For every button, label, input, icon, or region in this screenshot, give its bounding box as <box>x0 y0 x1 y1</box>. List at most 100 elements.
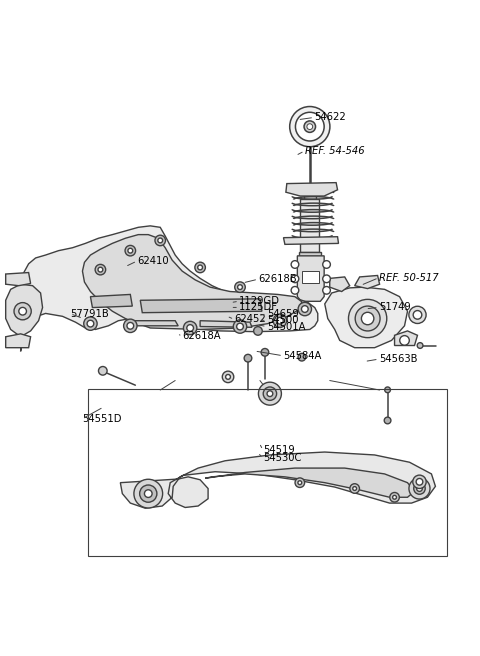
Bar <box>302 272 319 283</box>
Text: 62452: 62452 <box>234 314 266 324</box>
Circle shape <box>127 323 133 329</box>
Circle shape <box>301 306 308 312</box>
Circle shape <box>144 490 152 497</box>
Circle shape <box>323 260 330 268</box>
Circle shape <box>237 323 243 330</box>
Circle shape <box>183 321 197 335</box>
Circle shape <box>350 483 360 493</box>
Circle shape <box>355 306 380 331</box>
Circle shape <box>304 121 315 133</box>
Circle shape <box>409 478 430 499</box>
Polygon shape <box>300 199 319 252</box>
Bar <box>88 389 447 556</box>
Polygon shape <box>83 235 302 329</box>
Text: 54501A: 54501A <box>267 321 305 331</box>
Text: 54551D: 54551D <box>82 414 121 424</box>
Circle shape <box>134 480 163 508</box>
Circle shape <box>384 417 391 424</box>
Circle shape <box>291 275 299 283</box>
Circle shape <box>353 487 357 491</box>
Circle shape <box>417 342 423 348</box>
Circle shape <box>414 483 425 494</box>
Circle shape <box>95 264 106 275</box>
Text: 54530C: 54530C <box>263 453 301 463</box>
Text: REF. 54-546: REF. 54-546 <box>305 146 364 156</box>
Polygon shape <box>284 237 338 245</box>
Polygon shape <box>330 277 350 291</box>
Circle shape <box>253 327 262 335</box>
Text: 54584A: 54584A <box>283 351 322 361</box>
Circle shape <box>361 312 374 325</box>
Circle shape <box>226 375 230 379</box>
Polygon shape <box>355 276 380 289</box>
Circle shape <box>291 287 299 294</box>
Circle shape <box>98 367 107 375</box>
Polygon shape <box>130 321 178 326</box>
Circle shape <box>222 371 234 382</box>
Text: 57791B: 57791B <box>70 308 109 319</box>
Circle shape <box>291 260 299 268</box>
Circle shape <box>307 124 312 129</box>
Circle shape <box>158 238 163 243</box>
Polygon shape <box>90 295 132 308</box>
Circle shape <box>400 336 409 345</box>
Circle shape <box>298 302 312 316</box>
Text: 54622: 54622 <box>314 112 346 123</box>
Polygon shape <box>120 452 435 508</box>
Circle shape <box>128 248 132 253</box>
Circle shape <box>155 236 166 246</box>
Circle shape <box>409 306 426 323</box>
Polygon shape <box>395 331 418 346</box>
Text: 1125DF: 1125DF <box>239 302 278 312</box>
Circle shape <box>417 485 422 491</box>
Circle shape <box>276 318 283 324</box>
Text: 54659: 54659 <box>267 308 299 319</box>
Circle shape <box>14 302 31 320</box>
Circle shape <box>390 493 399 502</box>
Polygon shape <box>6 284 43 337</box>
Polygon shape <box>6 272 31 285</box>
Circle shape <box>125 245 135 256</box>
Polygon shape <box>325 287 408 348</box>
Circle shape <box>195 262 205 273</box>
Circle shape <box>323 287 330 294</box>
Polygon shape <box>286 182 337 196</box>
Circle shape <box>348 299 387 338</box>
Polygon shape <box>200 321 252 327</box>
Polygon shape <box>299 252 321 256</box>
Polygon shape <box>205 468 415 497</box>
Circle shape <box>273 314 287 327</box>
Circle shape <box>384 387 390 393</box>
Polygon shape <box>303 194 316 199</box>
Text: 51749: 51749 <box>379 302 410 312</box>
Circle shape <box>298 481 302 485</box>
Text: 54563B: 54563B <box>379 354 417 364</box>
Circle shape <box>140 485 157 502</box>
Circle shape <box>290 106 330 147</box>
Text: 54500: 54500 <box>267 316 298 325</box>
Circle shape <box>295 478 305 487</box>
Circle shape <box>238 285 242 289</box>
Circle shape <box>323 275 330 283</box>
Polygon shape <box>140 299 262 313</box>
Circle shape <box>263 387 276 400</box>
Circle shape <box>267 391 273 396</box>
Circle shape <box>84 317 97 331</box>
Circle shape <box>416 478 423 485</box>
Text: 54519: 54519 <box>263 445 295 455</box>
Text: 62618A: 62618A <box>182 331 221 341</box>
Circle shape <box>244 354 252 362</box>
Polygon shape <box>21 226 318 352</box>
Text: 1129GD: 1129GD <box>239 297 280 306</box>
Circle shape <box>187 325 193 331</box>
Circle shape <box>124 319 137 333</box>
Polygon shape <box>297 256 324 301</box>
Text: 62618B: 62618B <box>258 274 297 284</box>
Circle shape <box>198 265 203 270</box>
Circle shape <box>261 348 269 356</box>
Circle shape <box>258 382 281 405</box>
Circle shape <box>19 308 26 315</box>
Text: REF. 50-517: REF. 50-517 <box>379 273 438 283</box>
Text: 62410: 62410 <box>137 256 169 266</box>
Circle shape <box>295 112 324 141</box>
